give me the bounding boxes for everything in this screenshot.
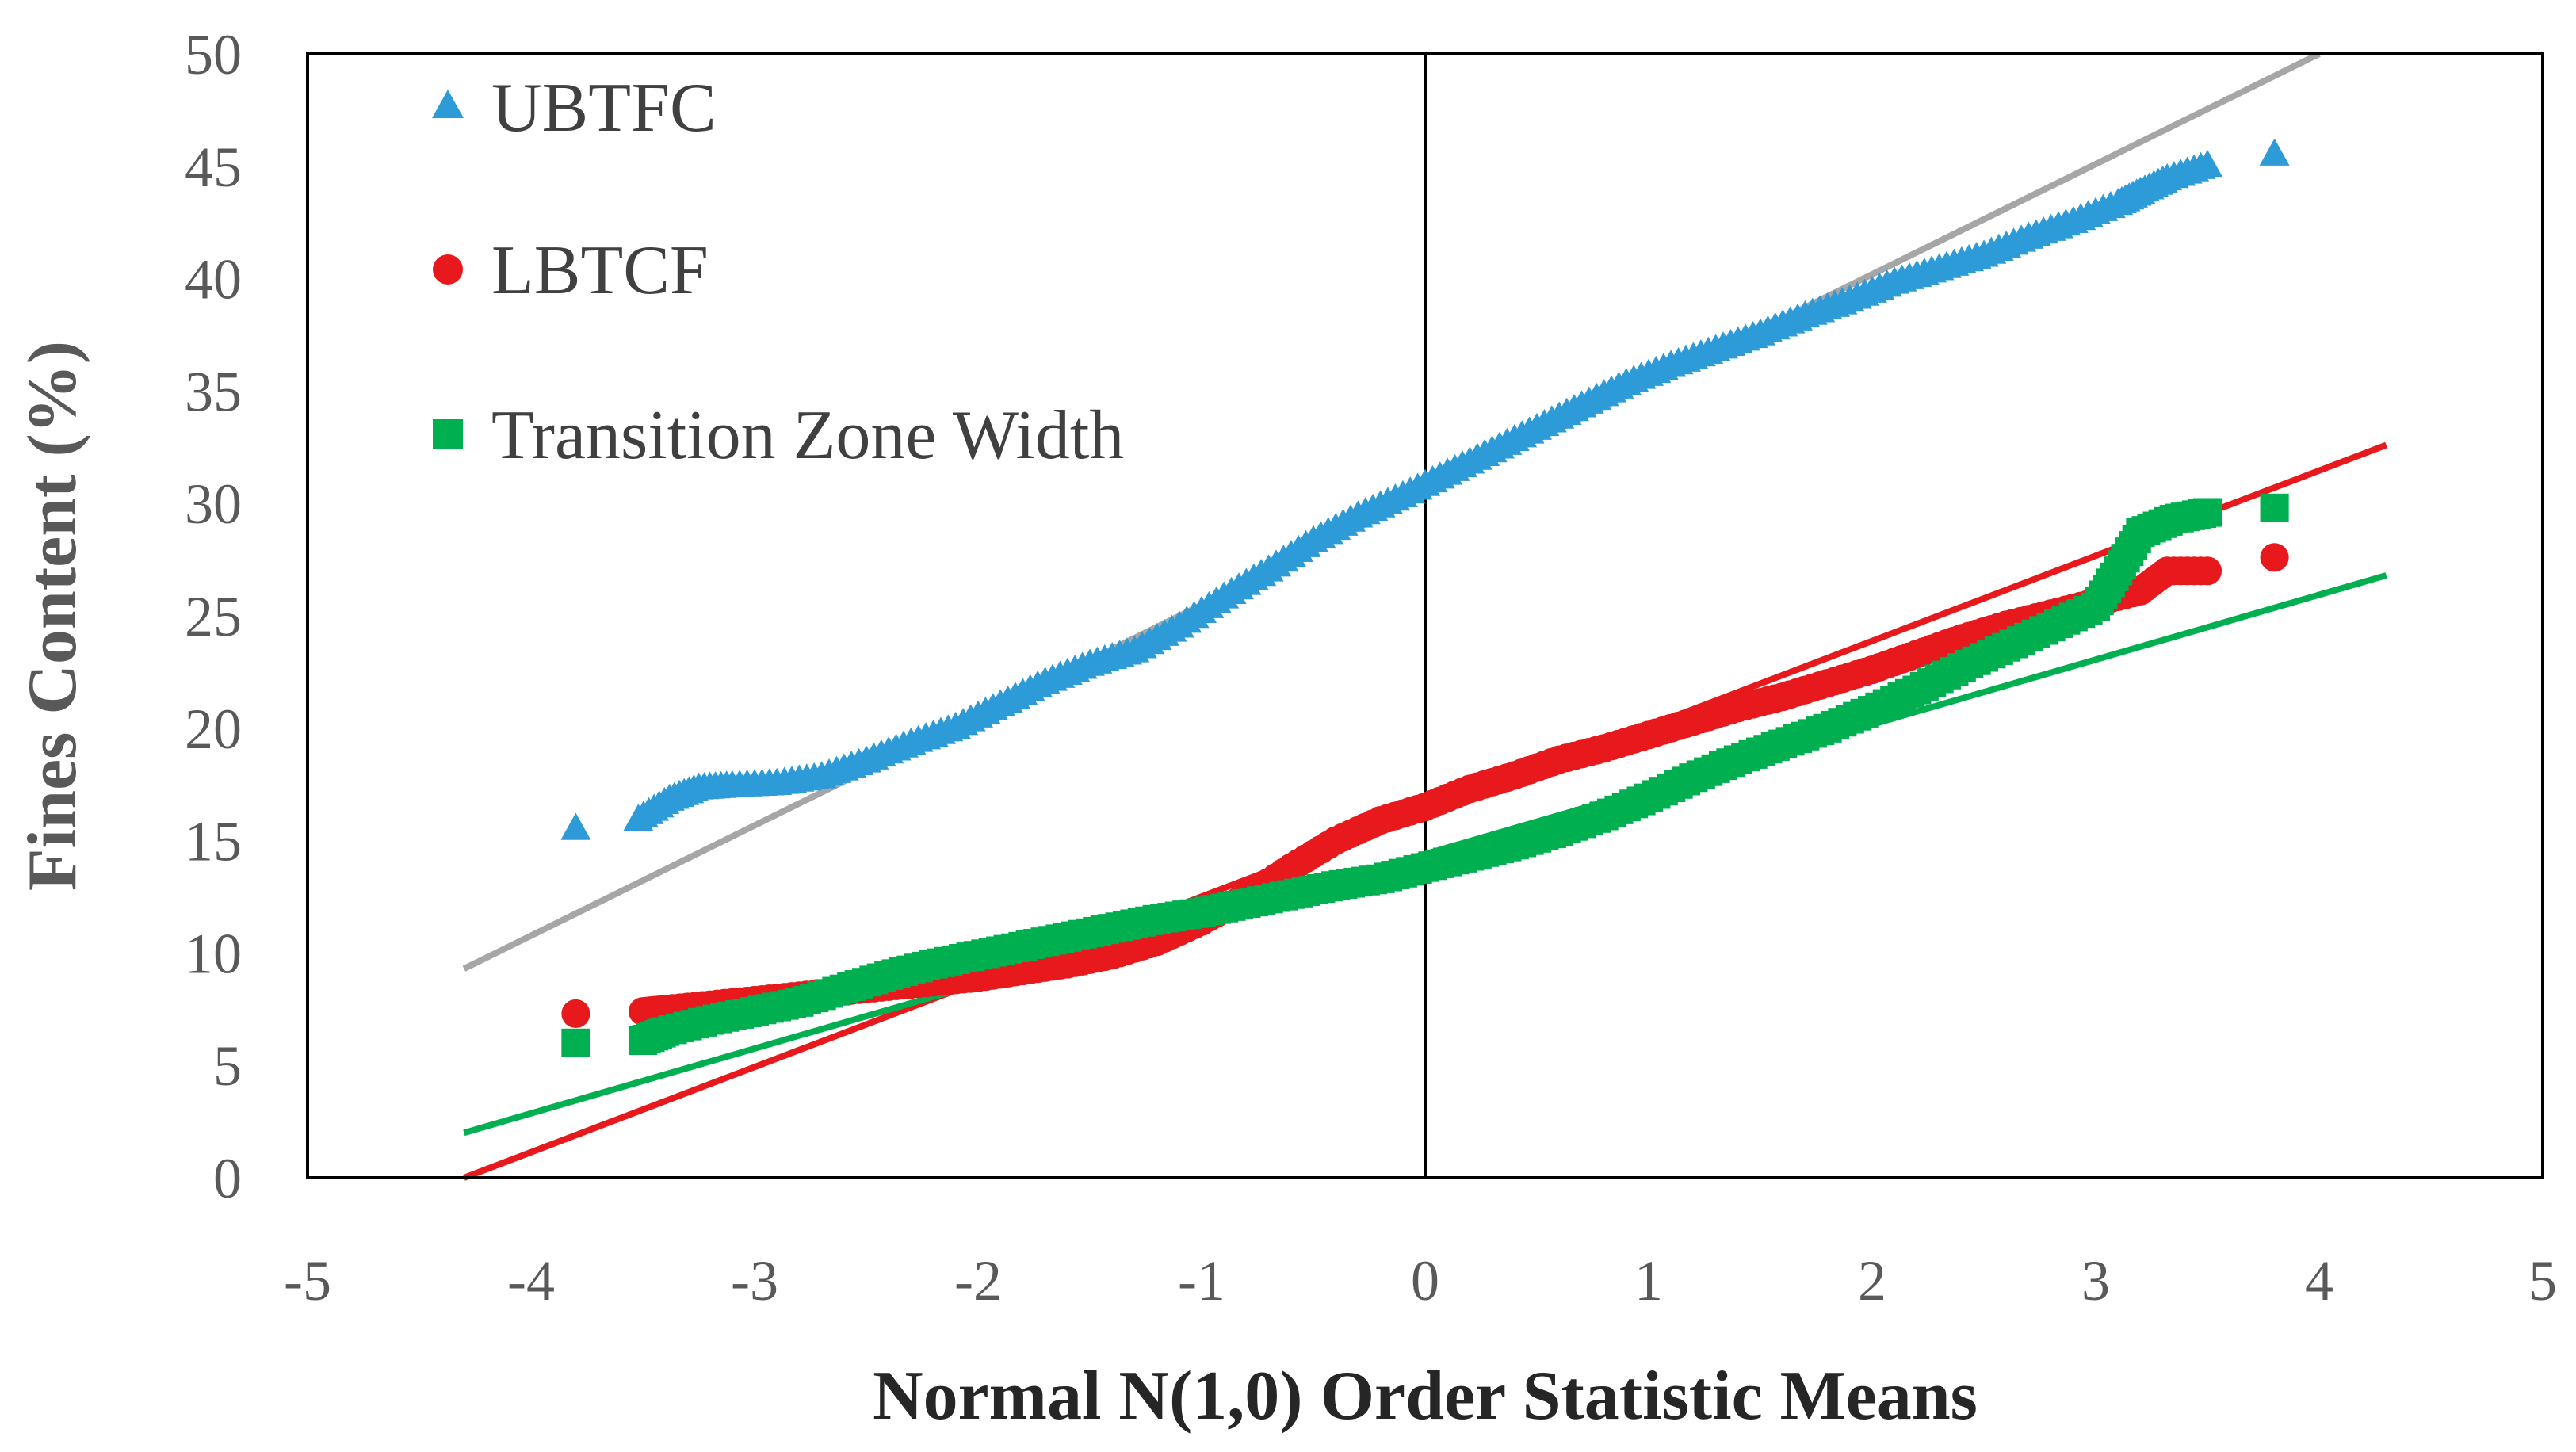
y-tick-label: 25 xyxy=(185,585,242,648)
x-tick-label: 4 xyxy=(2305,1249,2333,1313)
x-tick-label: 1 xyxy=(1634,1249,1663,1313)
y-tick-label: 30 xyxy=(185,472,242,536)
x-tick-label: -1 xyxy=(1178,1249,1225,1313)
x-tick-label: -5 xyxy=(284,1249,331,1313)
lbtcf-point xyxy=(2192,556,2222,586)
x-tick-label: 0 xyxy=(1411,1249,1439,1313)
lbtcf-point xyxy=(2260,543,2289,572)
legend-entry-ubtfc: UBTFC xyxy=(432,70,717,147)
x-tick-label: 3 xyxy=(2081,1249,2110,1313)
x-tick-label: -3 xyxy=(731,1249,778,1313)
y-tick-label: 10 xyxy=(185,922,242,985)
y-tick-label: 40 xyxy=(185,248,242,311)
y-tick-label: 45 xyxy=(185,136,242,199)
legend-label-ubtfc: UBTFC xyxy=(491,70,717,147)
x-tick-label: -4 xyxy=(507,1249,555,1313)
legend-marker-ubtfc xyxy=(432,90,464,118)
y-tick-label: 35 xyxy=(185,360,242,423)
y-axis-title: Fines Content (%) xyxy=(14,341,91,891)
y-tick-label: 50 xyxy=(185,23,242,86)
y-tick-label: 5 xyxy=(213,1034,242,1098)
ubtfc-point xyxy=(2192,149,2222,178)
legend-label-transition-zone-width: Transition Zone Width xyxy=(491,397,1124,474)
x-tick-label: 5 xyxy=(2528,1249,2557,1313)
ubtfc-series xyxy=(560,138,2290,840)
x-tick-label: 2 xyxy=(1858,1249,1886,1313)
y-tick-label: 20 xyxy=(185,697,242,761)
transition-zone-width-point xyxy=(561,1028,590,1057)
y-tick-label: 15 xyxy=(185,810,242,873)
x-tick-label: -2 xyxy=(954,1249,1002,1313)
transition-zone-width-point xyxy=(2260,493,2289,522)
ubtfc-point xyxy=(560,812,591,840)
plot-frame xyxy=(306,52,2544,1179)
legend-entry-transition-zone-width: Transition Zone Width xyxy=(433,397,1124,474)
y-tick-label: 0 xyxy=(213,1147,242,1210)
transition-zone-width-point xyxy=(2192,498,2222,527)
transition-zone-width-series xyxy=(561,493,2289,1057)
lbtcf-point xyxy=(561,999,590,1029)
legend-label-lbtcf: LBTCF xyxy=(491,232,709,309)
legend-marker-lbtcf xyxy=(433,254,463,285)
ubtfc-point xyxy=(2259,138,2290,166)
legend-entry-lbtcf: LBTCF xyxy=(433,232,709,309)
legend-marker-transition-zone-width xyxy=(433,419,463,449)
x-axis-title: Normal N(1,0) Order Statistic Means xyxy=(873,1358,1978,1435)
